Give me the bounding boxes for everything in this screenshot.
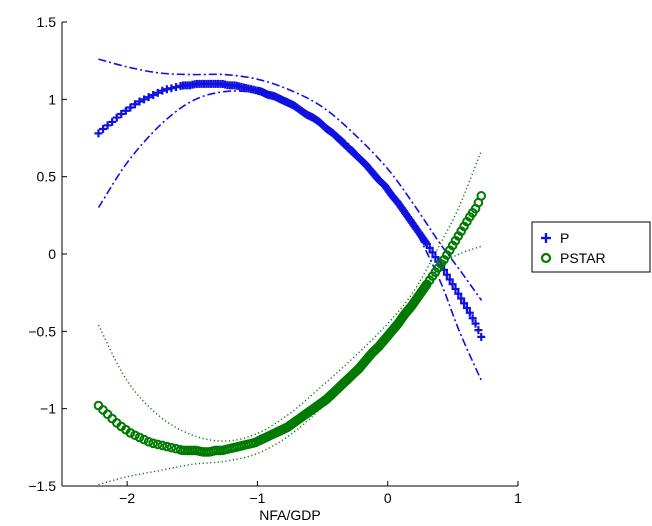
point-p — [431, 253, 440, 262]
point-p — [158, 86, 167, 95]
point-p — [144, 93, 153, 102]
legend-label-p: P — [560, 230, 569, 246]
point-p — [94, 129, 103, 138]
point-pstar — [476, 191, 487, 201]
legend-label-pstar: PSTAR — [560, 250, 606, 266]
point-p — [108, 117, 117, 126]
point-p — [442, 270, 451, 279]
y-tick-label: 0 — [48, 246, 56, 262]
legend-marker-p — [541, 233, 551, 243]
point-p — [153, 88, 162, 97]
point-p — [140, 95, 149, 104]
point-p — [135, 97, 144, 106]
point-p — [121, 106, 130, 115]
y-tick-label: −0.5 — [28, 323, 56, 339]
point-p — [99, 125, 108, 134]
point-p — [460, 299, 469, 308]
x-tick-label: −2 — [119, 490, 135, 506]
legend-box — [531, 221, 651, 273]
point-p — [468, 314, 477, 323]
point-p — [451, 284, 460, 293]
legend-marker-pstar — [540, 252, 552, 264]
point-pstar — [134, 432, 145, 443]
point-p — [428, 248, 437, 257]
series-pstar — [93, 191, 487, 457]
x-tick-label: −1 — [249, 490, 265, 506]
point-pstar — [130, 430, 140, 441]
point-p — [471, 319, 480, 328]
point-p — [462, 304, 471, 313]
point-p — [457, 294, 466, 303]
tick-labels: −2 −1 0 1 −1.5 −1 −0.5 0 0.5 1 1.5 — [28, 14, 522, 506]
y-tick-label: −1 — [40, 401, 56, 417]
point-pstar — [139, 434, 149, 445]
point-pstar — [148, 438, 158, 449]
point-p — [103, 121, 112, 130]
x-tick-label: 0 — [384, 490, 392, 506]
point-p — [445, 275, 454, 284]
point-p — [448, 280, 457, 289]
point-pstar — [157, 440, 168, 451]
x-tick-label: 1 — [514, 490, 522, 506]
point-p — [477, 332, 486, 341]
point-p — [474, 326, 483, 335]
data-markers — [93, 79, 487, 457]
point-p — [130, 100, 139, 109]
point-pstar — [152, 439, 163, 450]
point-pstar — [166, 442, 177, 453]
point-p — [422, 239, 431, 248]
point-p — [149, 91, 158, 100]
point-p — [126, 103, 135, 112]
point-p — [425, 243, 434, 252]
point-p — [112, 113, 121, 122]
y-tick-label: −1.5 — [28, 478, 56, 494]
axes — [61, 21, 519, 487]
point-pstar — [143, 436, 154, 447]
y-tick-label: 1.5 — [37, 14, 57, 30]
legend: P PSTAR — [531, 221, 651, 273]
x-axis-label: NFA/GDP — [259, 507, 320, 523]
point-p — [117, 110, 126, 119]
point-pstar — [162, 441, 172, 452]
y-tick-label: 1 — [48, 91, 56, 107]
band-pstar-lower — [98, 245, 482, 486]
band-p-upper — [98, 58, 483, 301]
band-pstar-upper — [97, 150, 483, 442]
point-p — [454, 289, 463, 298]
series-p — [94, 79, 486, 341]
y-tick-label: 0.5 — [37, 169, 57, 185]
point-p — [465, 308, 474, 317]
